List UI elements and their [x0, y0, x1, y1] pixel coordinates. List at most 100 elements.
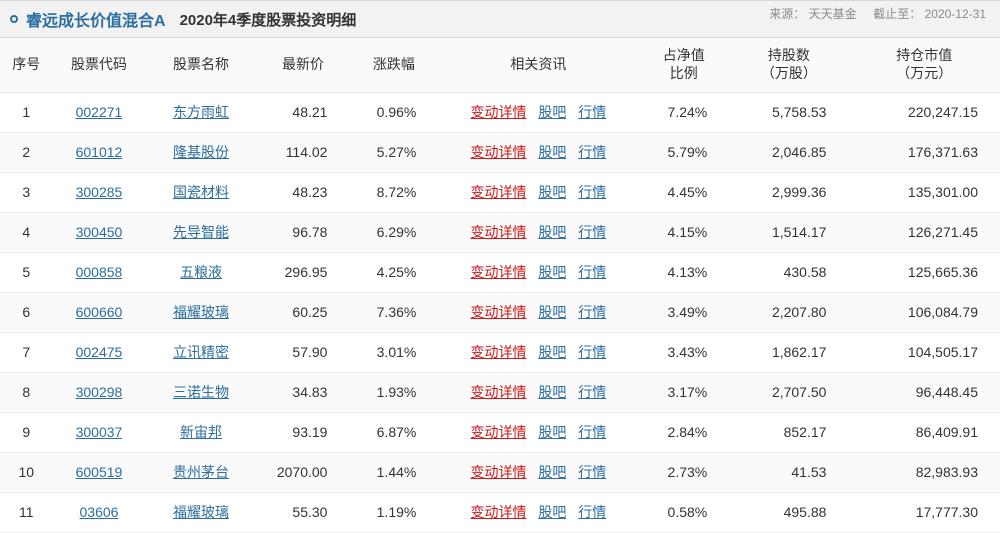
cell-code[interactable]: 300037 — [53, 412, 146, 452]
cell-name[interactable]: 福耀玻璃 — [145, 292, 256, 332]
stock-name-link[interactable]: 国瓷材料 — [173, 184, 229, 200]
cell-price: 96.78 — [257, 212, 350, 252]
cell-shares: 1,514.17 — [729, 212, 848, 252]
news-quote-link[interactable]: 行情 — [578, 224, 606, 240]
cell-shares: 41.53 — [729, 452, 848, 492]
cell-name[interactable]: 贵州茅台 — [145, 452, 256, 492]
stock-name-link[interactable]: 福耀玻璃 — [173, 304, 229, 320]
cell-name[interactable]: 隆基股份 — [145, 132, 256, 172]
cell-name[interactable]: 五粮液 — [145, 252, 256, 292]
news-quote-link[interactable]: 行情 — [578, 304, 606, 320]
stock-code-link[interactable]: 600519 — [76, 464, 123, 480]
cell-change: 3.01% — [349, 332, 438, 372]
cell-shares: 1,862.17 — [729, 332, 848, 372]
news-quote-link[interactable]: 行情 — [578, 184, 606, 200]
news-quote-link[interactable]: 行情 — [578, 104, 606, 120]
cell-name[interactable]: 三诺生物 — [145, 372, 256, 412]
news-guba-link[interactable]: 股吧 — [538, 424, 566, 440]
cell-code[interactable]: 300450 — [53, 212, 146, 252]
news-change-detail-link[interactable]: 变动详情 — [470, 264, 526, 280]
stock-code-link[interactable]: 000858 — [76, 264, 123, 280]
news-guba-link[interactable]: 股吧 — [538, 504, 566, 520]
cell-code[interactable]: 03606 — [53, 492, 146, 532]
news-change-detail-link[interactable]: 变动详情 — [470, 304, 526, 320]
news-change-detail-link[interactable]: 变动详情 — [470, 144, 526, 160]
stock-code-link[interactable]: 300037 — [76, 424, 123, 440]
table-row: 5000858五粮液296.954.25%变动详情 股吧 行情4.13%430.… — [0, 252, 1000, 292]
cell-name[interactable]: 新宙邦 — [145, 412, 256, 452]
news-change-detail-link[interactable]: 变动详情 — [470, 104, 526, 120]
stock-code-link[interactable]: 601012 — [76, 144, 123, 160]
news-change-detail-link[interactable]: 变动详情 — [470, 184, 526, 200]
fund-name[interactable]: 睿远成长价值混合A — [26, 7, 166, 31]
cell-name[interactable]: 国瓷材料 — [145, 172, 256, 212]
cell-shares: 2,046.85 — [729, 132, 848, 172]
stock-code-link[interactable]: 03606 — [80, 504, 119, 520]
cell-code[interactable]: 600519 — [53, 452, 146, 492]
stock-name-link[interactable]: 新宙邦 — [180, 424, 222, 440]
news-quote-link[interactable]: 行情 — [578, 464, 606, 480]
news-guba-link[interactable]: 股吧 — [538, 144, 566, 160]
news-change-detail-link[interactable]: 变动详情 — [470, 344, 526, 360]
stock-code-link[interactable]: 002271 — [76, 104, 123, 120]
cell-news: 变动详情 股吧 行情 — [438, 492, 638, 532]
cell-news: 变动详情 股吧 行情 — [438, 412, 638, 452]
cell-code[interactable]: 600660 — [53, 292, 146, 332]
news-guba-link[interactable]: 股吧 — [538, 184, 566, 200]
cell-weight: 5.79% — [638, 132, 729, 172]
stock-name-link[interactable]: 隆基股份 — [173, 144, 229, 160]
cell-weight: 3.17% — [638, 372, 729, 412]
cell-name[interactable]: 立讯精密 — [145, 332, 256, 372]
cell-name[interactable]: 东方雨虹 — [145, 92, 256, 132]
stock-code-link[interactable]: 300298 — [76, 384, 123, 400]
cell-change: 6.87% — [349, 412, 438, 452]
news-guba-link[interactable]: 股吧 — [538, 344, 566, 360]
table-body: 1002271东方雨虹48.210.96%变动详情 股吧 行情7.24%5,75… — [0, 92, 1000, 532]
stock-code-link[interactable]: 600660 — [76, 304, 123, 320]
news-guba-link[interactable]: 股吧 — [538, 104, 566, 120]
news-guba-link[interactable]: 股吧 — [538, 464, 566, 480]
news-change-detail-link[interactable]: 变动详情 — [470, 464, 526, 480]
cell-price: 2070.00 — [257, 452, 350, 492]
news-quote-link[interactable]: 行情 — [578, 144, 606, 160]
stock-name-link[interactable]: 福耀玻璃 — [173, 504, 229, 520]
cell-code[interactable]: 002271 — [53, 92, 146, 132]
cell-name[interactable]: 先导智能 — [145, 212, 256, 252]
table-row: 1103606福耀玻璃55.301.19%变动详情 股吧 行情0.58%495.… — [0, 492, 1000, 532]
cell-value: 17,777.30 — [848, 492, 1000, 532]
stock-name-link[interactable]: 立讯精密 — [173, 344, 229, 360]
cell-code[interactable]: 300285 — [53, 172, 146, 212]
table-row: 4300450先导智能96.786.29%变动详情 股吧 行情4.15%1,51… — [0, 212, 1000, 252]
stock-name-link[interactable]: 五粮液 — [180, 264, 222, 280]
news-change-detail-link[interactable]: 变动详情 — [470, 224, 526, 240]
news-guba-link[interactable]: 股吧 — [538, 384, 566, 400]
stock-name-link[interactable]: 先导智能 — [173, 224, 229, 240]
news-quote-link[interactable]: 行情 — [578, 424, 606, 440]
cell-code[interactable]: 002475 — [53, 332, 146, 372]
cell-code[interactable]: 000858 — [53, 252, 146, 292]
news-change-detail-link[interactable]: 变动详情 — [470, 424, 526, 440]
news-guba-link[interactable]: 股吧 — [538, 304, 566, 320]
news-guba-link[interactable]: 股吧 — [538, 224, 566, 240]
stock-code-link[interactable]: 002475 — [76, 344, 123, 360]
news-quote-link[interactable]: 行情 — [578, 384, 606, 400]
news-quote-link[interactable]: 行情 — [578, 264, 606, 280]
col-header-idx: 序号 — [0, 38, 53, 92]
news-change-detail-link[interactable]: 变动详情 — [470, 384, 526, 400]
cell-code[interactable]: 601012 — [53, 132, 146, 172]
news-quote-link[interactable]: 行情 — [578, 504, 606, 520]
stock-name-link[interactable]: 贵州茅台 — [173, 464, 229, 480]
cell-name[interactable]: 福耀玻璃 — [145, 492, 256, 532]
stock-name-link[interactable]: 东方雨虹 — [173, 104, 229, 120]
cell-idx: 10 — [0, 452, 53, 492]
news-change-detail-link[interactable]: 变动详情 — [470, 504, 526, 520]
stock-name-link[interactable]: 三诺生物 — [173, 384, 229, 400]
cell-weight: 4.13% — [638, 252, 729, 292]
stock-code-link[interactable]: 300450 — [76, 224, 123, 240]
cell-code[interactable]: 300298 — [53, 372, 146, 412]
news-guba-link[interactable]: 股吧 — [538, 264, 566, 280]
cell-weight: 3.49% — [638, 292, 729, 332]
news-quote-link[interactable]: 行情 — [578, 344, 606, 360]
source-value: 天天基金 — [809, 7, 857, 21]
stock-code-link[interactable]: 300285 — [76, 184, 123, 200]
